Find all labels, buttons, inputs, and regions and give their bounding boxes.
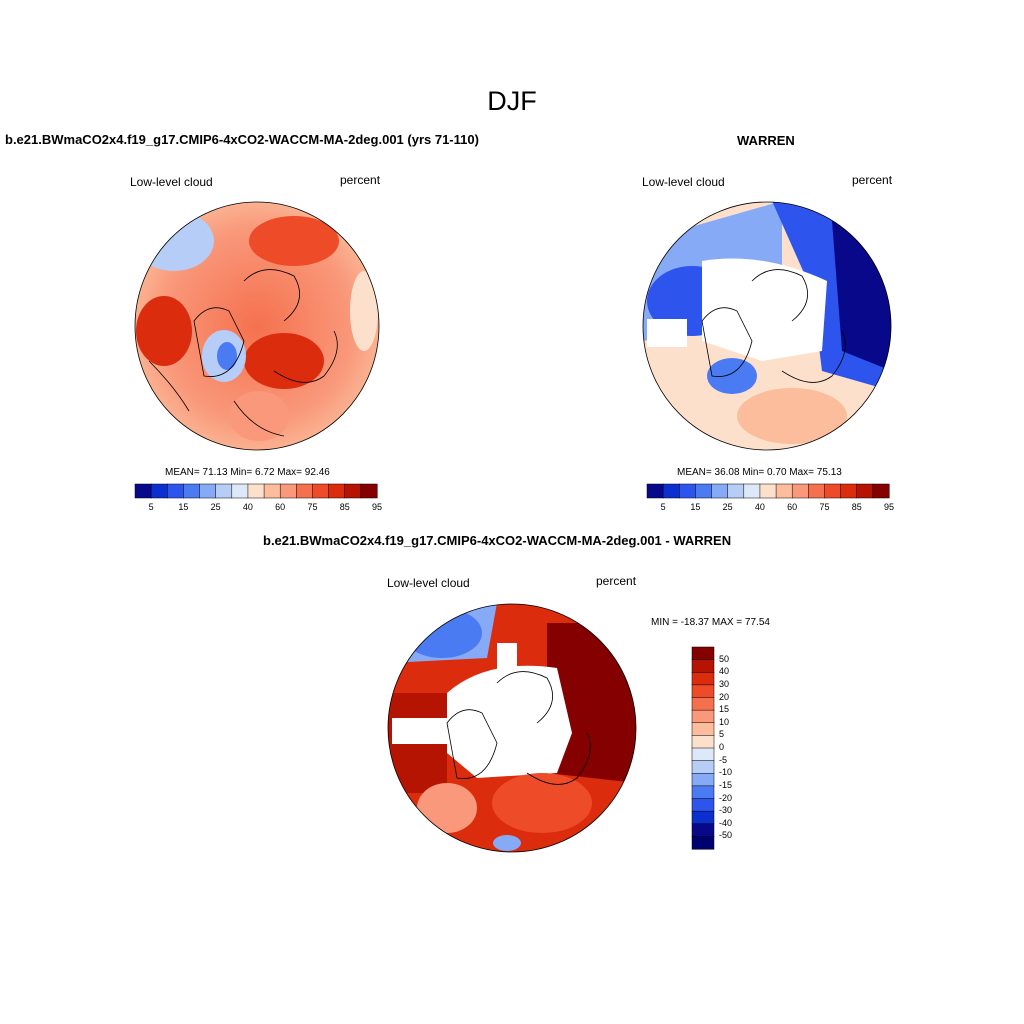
panel-3-stats: MIN = -18.37 MAX = 77.54 [651,617,770,628]
panel-1-colorbar-box [247,483,265,499]
panel-1-colorbar-tick-label: 15 [178,502,189,512]
panel-3-colorbar-tick-label: 20 [719,691,730,702]
panel-3-colorbar-box [691,798,715,812]
panel-2-case-title: WARREN [737,133,795,148]
panel-3-colorbar-box [691,684,715,699]
panel-1-colorbar-box [199,483,217,499]
panel-2-colorbar-box [727,483,745,499]
panel-1-colorbar-box [215,483,233,499]
panel-2-colorbar-tick-label: 85 [851,502,862,512]
panel-3-colorbar-box [691,697,715,711]
panel-1-colorbar-box [263,483,281,499]
panel-2-colorbar-box [856,483,874,499]
panel-3-colorbar-ticks: 50 40 30 20 15 10 5 0 -5 -10 -15 -20 -30 -40 -50 [719,647,759,849]
panel-1-colorbar-box [167,483,184,499]
panel-3-colorbar-box [691,722,715,736]
panel-2-colorbar-box [646,483,664,499]
panel-2-colorbar-tick-label: 60 [787,502,798,512]
panel-1-unit-label: percent [340,173,381,187]
panel-2-colorbar-box [711,483,729,499]
panel-2-colorbar-box [872,483,890,499]
panel-3-colorbar-tick-label: 40 [719,666,730,677]
panel-2-colorbar-tick-label: 40 [754,502,765,512]
panel-3-colorbar-box [691,646,715,661]
panel-3-colorbar-box [691,672,715,686]
panel-3-colorbar-box [691,747,715,762]
panel-3-colorbar-box [691,785,715,800]
panel-3-colorbar-tick-label: 50 [719,653,730,664]
panel-2-colorbar-tick-label: 75 [819,502,830,512]
panel-3-colorbar-tick-label: -5 [719,754,728,765]
panel-3-colorbar-tick-label: -15 [719,779,733,790]
panel-3-colorbar-tick-label: 0 [719,742,725,752]
panel-3-colorbar-tick-label: -20 [719,792,733,803]
panel-3-colorbar-box [691,823,715,837]
panel-1-colorbar-box [296,483,314,499]
panel-2-colorbar-tick-label: 95 [883,502,894,512]
panel-3-colorbar-box [691,659,715,673]
panel-1-colorbar-tick-label: 25 [210,502,221,512]
panel-1-colorbar-box [183,483,201,499]
panel-3-colorbar-box [691,709,715,724]
panel-2-colorbar-tick-label: 25 [722,502,733,512]
panel-3-colorbar-box [691,836,715,850]
panel-2-colorbar-box [840,483,858,499]
panel-3-colorbar-box [691,810,715,825]
main-title: DJF [487,86,537,116]
panel-1-colorbar-tick-label: 85 [339,502,350,512]
panel-1-colorbar-tick-label: 95 [371,502,382,512]
panel-1-case-title: b.e21.BWmaCO2x4.f19_g17.CMIP6-4xCO2-WACC… [5,132,479,147]
panel-2-unit-label: percent [852,173,893,187]
panel-2-variable-label: Low-level cloud [642,175,725,189]
panel-3-colorbar-tick-label: 15 [719,704,730,715]
panel-2-colorbar-box [775,483,793,499]
panel-2-colorbar-box [808,483,826,499]
panel-3-colorbar-tick-label: -50 [719,830,733,841]
panel-2-colorbar [646,483,890,499]
panel-2-polar-map [642,201,892,451]
panel-2-colorbar-tick-label: 15 [690,502,701,512]
panel-1-colorbar-tick-label: 5 [148,502,154,512]
panel-2-colorbar-ticks: 5 15 25 40 60 75 85 95 [647,502,894,516]
panel-1-stats: MEAN= 71.13 Min= 6.72 Max= 92.46 [165,467,330,478]
panel-3-colorbar-tick-label: 5 [719,729,725,740]
panel-1-variable-label: Low-level cloud [130,175,213,189]
panel-3-colorbar-box [691,760,715,774]
panel-2-colorbar-box [695,483,713,499]
panel-1-colorbar-box [150,483,168,499]
panel-1-colorbar [134,483,378,499]
panel-1-colorbar-box [279,483,297,499]
panel-1-polar-map [134,201,380,451]
panel-2-colorbar-box [824,483,842,499]
panel-1-colorbar-box [231,483,249,499]
panel-1-colorbar-box [328,483,346,499]
panel-1-colorbar-tick-label: 60 [275,502,286,512]
panel-1-colorbar-box [134,483,152,499]
panel-3-colorbar-tick-label: -10 [719,767,733,778]
panel-3-colorbar-box [691,773,715,787]
panel-3-variable-label: Low-level cloud [387,576,470,590]
panel-3-colorbar [691,646,715,850]
panel-2-colorbar-box [759,483,777,499]
panel-2-colorbar-box [791,483,809,499]
panel-3-colorbar-box [691,735,715,749]
panel-1-colorbar-ticks: 5 15 25 40 60 75 85 95 [135,502,382,516]
panel-1-colorbar-box [344,483,362,499]
panel-3-colorbar-tick-label: 10 [719,716,730,727]
panel-3-unit-label: percent [596,574,637,588]
panel-1-colorbar-tick-label: 75 [307,502,318,512]
panel-3-colorbar-tick-label: 30 [719,678,730,689]
panel-2-colorbar-box [662,483,680,499]
panel-2-colorbar-box [679,483,696,499]
panel-3-colorbar-tick-label: -40 [719,817,733,828]
panel-1-colorbar-box [312,483,330,499]
panel-1-colorbar-tick-label: 40 [242,502,253,512]
panel-2-colorbar-tick-label: 5 [660,502,666,512]
panel-3-colorbar-tick-label: -30 [719,805,733,816]
panel-3-case-title: b.e21.BWmaCO2x4.f19_g17.CMIP6-4xCO2-WACC… [263,533,732,548]
panel-3-polar-map [387,603,637,853]
panel-1-colorbar-box [360,483,378,499]
panel-2-colorbar-box [743,483,761,499]
panel-2-stats: MEAN= 36.08 Min= 0.70 Max= 75.13 [677,467,842,478]
